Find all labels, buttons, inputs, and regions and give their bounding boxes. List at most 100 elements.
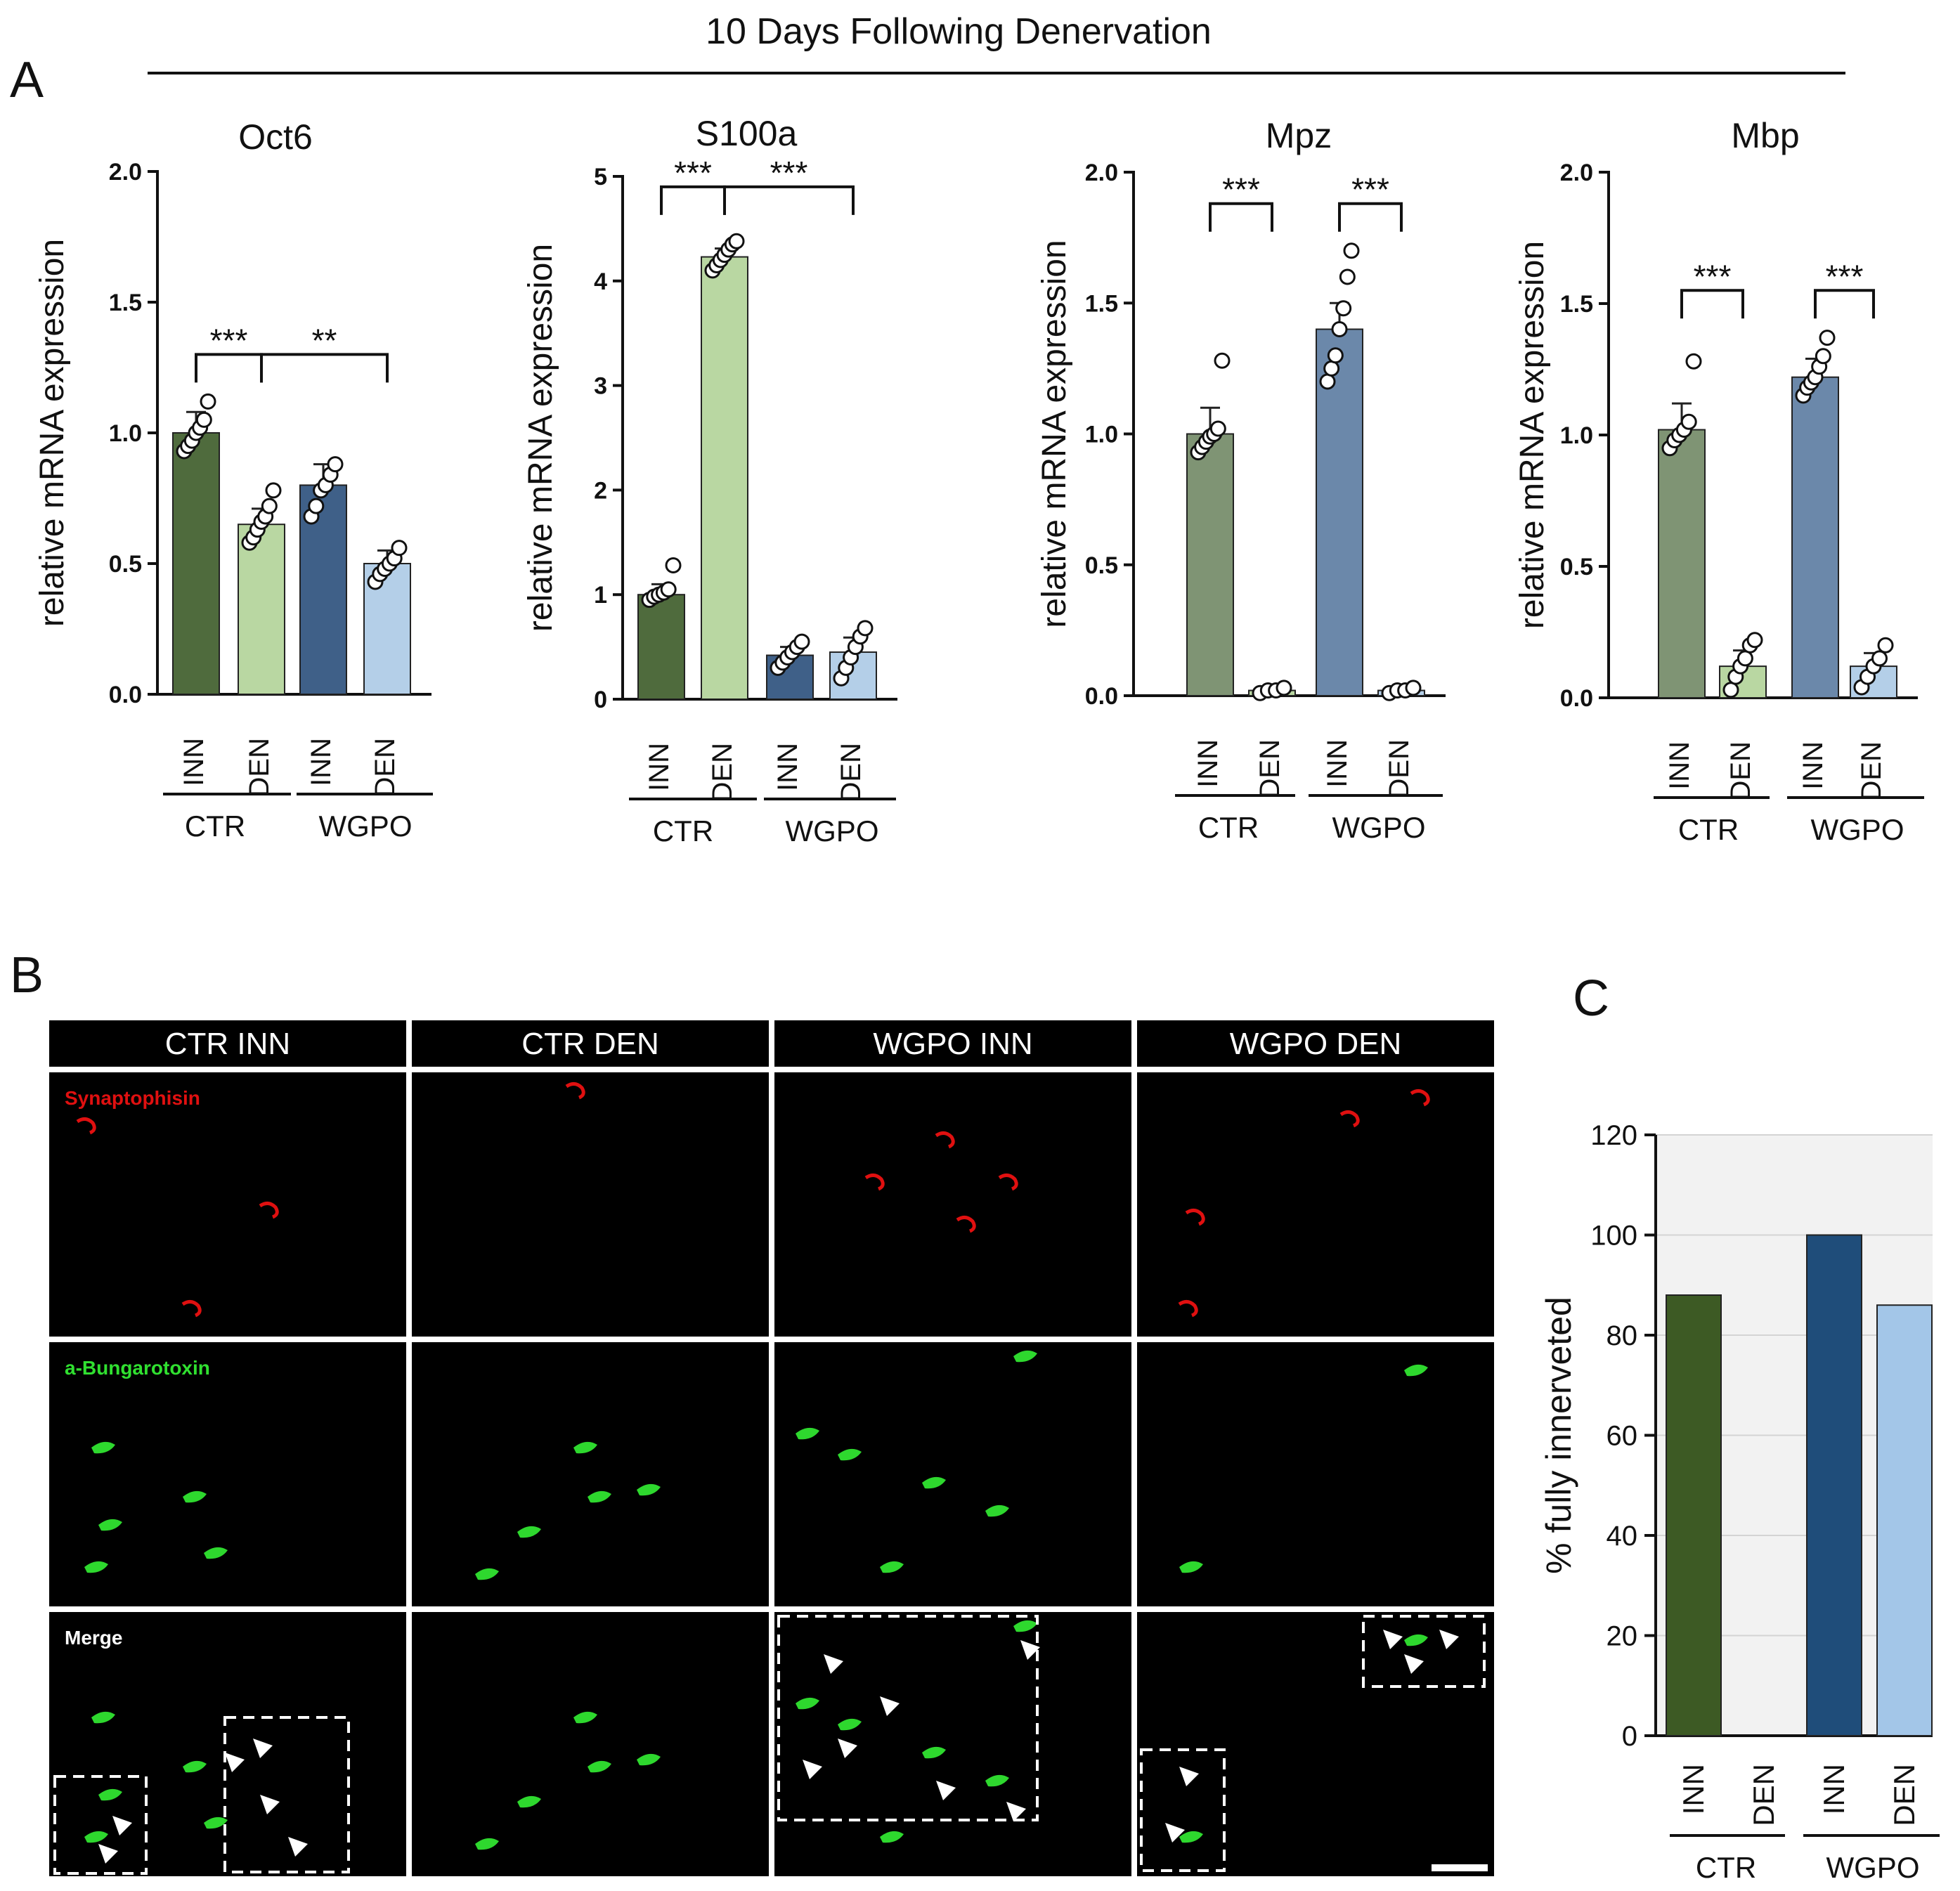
y-tick-label: 1 [594,582,607,609]
synapse-red [1339,1110,1360,1128]
figure-title: 10 Days Following Denervation [706,11,1212,52]
synapse-red [565,1082,585,1100]
synapse-red [935,1131,955,1149]
row-label-merge: Merge [65,1627,122,1649]
endplate-green [1179,1831,1203,1843]
endplate-green [838,1718,862,1731]
y-tick-label: 2.0 [109,159,142,186]
y-tick-label: 2.0 [1560,160,1593,186]
bar [637,594,685,701]
data-point [1685,353,1702,370]
endplate-green [1404,1364,1428,1377]
group-label-wgpo: WGPO [1332,811,1426,844]
data-point [200,393,216,410]
scale-bar [1432,1864,1488,1871]
y-tick-label: 0.5 [1085,552,1118,579]
header-wgpo-inn: WGPO INN [873,1027,1032,1061]
chart-title: Mpz [1266,116,1332,155]
y-tick-label: 1.5 [109,290,142,316]
data-point [665,557,682,574]
y-tick-label: 1.0 [1085,422,1118,448]
y-tick-label: 4 [594,268,607,295]
endplate-green [475,1568,499,1580]
endplate-green [922,1476,946,1489]
data-point [1276,680,1292,696]
x-tick-label: DEN [1384,739,1415,798]
significance-bracket [1814,289,1875,319]
endplate-green [838,1448,862,1461]
y-tick-label: 80 [1607,1320,1638,1351]
arrowhead [1383,1630,1403,1649]
group-label-wgpo: WGPO [1811,813,1904,846]
endplate-green [517,1795,541,1808]
y-tick-label: 1.5 [1560,291,1593,318]
inset-box [1362,1615,1486,1688]
y-axis-label: relative mRNA expression [1514,241,1551,629]
y-tick-label: 40 [1607,1521,1638,1552]
endplate-green [588,1760,611,1773]
endplate-green [1013,1620,1037,1632]
endplate-green [91,1441,115,1454]
group-label-wgpo: WGPO [319,810,413,843]
y-axis-label: relative mRNA expression [1036,240,1073,628]
x-tick-label: INN [1193,739,1224,788]
y-tick-label: 0.5 [109,551,142,578]
group-label-ctr: CTR [1198,811,1259,844]
bar [172,432,220,695]
chart-mbp: Mbp relative mRNA expression 0.0 0.5 1.0 1.5 2… [1514,116,1924,846]
micrograph-tile [412,1612,769,1876]
x-tick-label: DEN [707,743,738,802]
significance-label: *** [1351,171,1389,208]
y-tick-label: 60 [1607,1421,1638,1452]
x-tick-label: INN [179,738,209,786]
data-point [660,581,677,598]
significance-label: *** [770,155,808,191]
inset-box [1140,1748,1226,1872]
arrowhead [880,1696,900,1716]
data-point [1871,650,1888,667]
arrowhead [1439,1630,1459,1649]
synapse-red [998,1174,1018,1191]
synapse-red [1178,1300,1198,1318]
endplate-green [796,1427,819,1440]
y-axis-label: % fully innerveted [1539,1297,1578,1574]
chart-oct6: Oct6 relative mRNA expression 0.0 0.5 1.0 1.5… [34,117,433,843]
chart-s100a: S100a relative mRNA expression 0 1 2 3 4 5 INN DE… [522,114,897,847]
header-bar-ctr-den [412,1020,769,1067]
synapse-red [956,1216,976,1233]
endplate-green [1013,1350,1037,1363]
significance-label: *** [1222,171,1260,208]
synapse-red [1185,1209,1205,1226]
y-axis-label: relative mRNA expression [34,239,71,627]
x-tick-label: DEN [1856,741,1887,800]
arrowhead [1020,1640,1040,1660]
x-tick-label: DEN [1254,739,1285,798]
bar [1658,429,1706,699]
endplate-green [91,1711,115,1724]
significance-bracket [723,185,855,215]
arrowhead [824,1654,843,1674]
synapse-red [864,1174,885,1191]
bar [238,524,285,696]
data-point [857,620,874,637]
data-point [1343,242,1360,259]
chart-title: Mbp [1731,116,1799,155]
arrowhead [253,1739,273,1758]
y-tick-label: 3 [594,373,607,400]
x-tick-label: DEN [836,743,867,802]
endplate-green [84,1561,108,1573]
data-point [1214,352,1231,369]
bar [1806,1234,1862,1736]
significance-bracket [1338,202,1403,232]
chart-title: Oct6 [238,117,313,157]
arrowhead [225,1753,245,1772]
inset-box [53,1775,148,1875]
data-point [261,498,278,514]
data-point [1405,680,1422,696]
x-tick-label: INN [1664,741,1695,790]
panel-letter-c: C [1573,970,1609,1027]
data-point [1877,637,1894,654]
arrowhead [288,1837,308,1857]
endplate-green [475,1838,499,1850]
bar [701,256,748,700]
